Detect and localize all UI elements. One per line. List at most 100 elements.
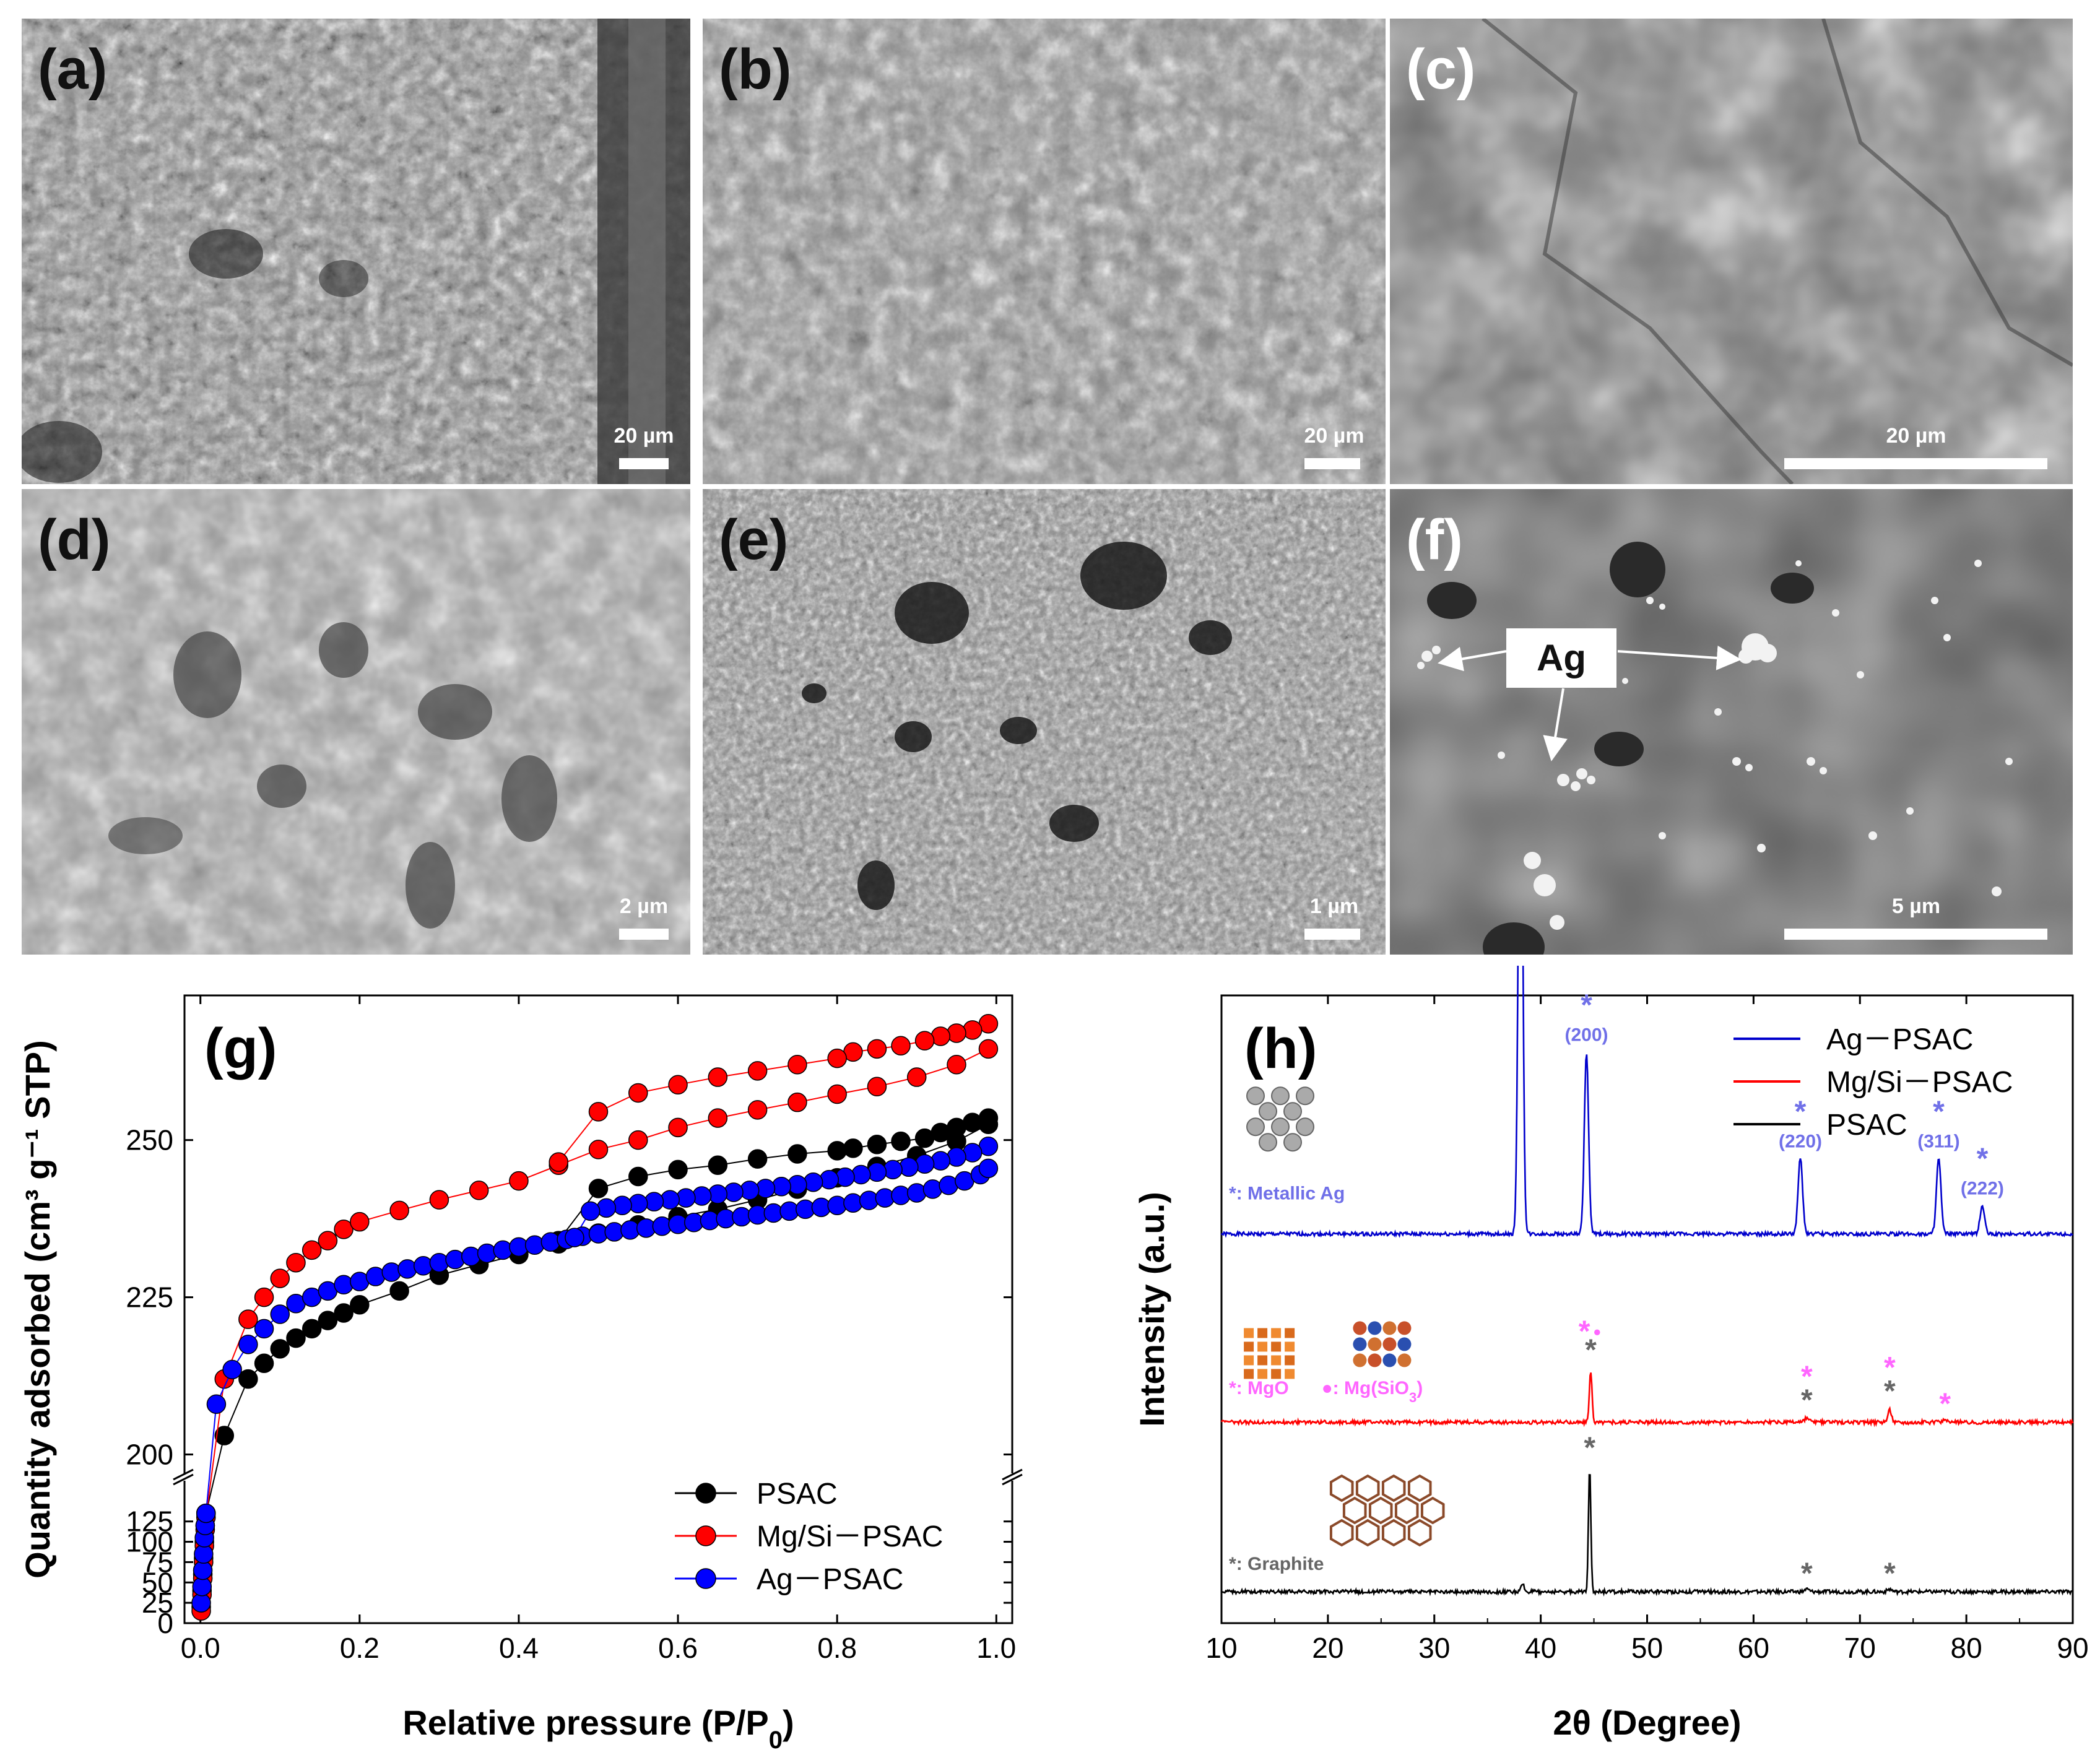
scale-text-d: 2 µm bbox=[619, 895, 669, 918]
data-point bbox=[788, 1144, 807, 1164]
data-point bbox=[469, 1181, 489, 1200]
peak-star: * bbox=[1795, 1096, 1807, 1129]
data-point bbox=[445, 1249, 465, 1270]
x-tick-label: 1.0 bbox=[976, 1632, 1016, 1664]
mgo-note: *: MgO bbox=[1229, 1378, 1289, 1398]
data-point bbox=[389, 1200, 409, 1221]
data-point bbox=[906, 1067, 927, 1087]
mgsio3-atom bbox=[1353, 1353, 1367, 1367]
data-point bbox=[461, 1246, 481, 1267]
ag-atom bbox=[1271, 1086, 1290, 1106]
x-tick-label: 0.6 bbox=[658, 1632, 698, 1664]
data-point bbox=[628, 1083, 648, 1103]
data-point bbox=[214, 1426, 235, 1445]
data-point bbox=[413, 1256, 433, 1276]
x-tick-label: 20 bbox=[1312, 1632, 1343, 1664]
legend-label: Ag－PSAC bbox=[757, 1563, 903, 1596]
peak-star: * bbox=[1977, 1143, 1989, 1176]
data-point bbox=[196, 1503, 216, 1523]
legend-marker bbox=[695, 1483, 716, 1504]
scale-bar-c bbox=[1784, 458, 2047, 469]
data-point bbox=[270, 1339, 290, 1359]
data-point bbox=[222, 1359, 242, 1380]
data-point bbox=[827, 1141, 847, 1161]
sem-texture bbox=[1390, 19, 2073, 484]
data-point bbox=[238, 1309, 258, 1329]
data-point bbox=[596, 1198, 617, 1218]
data-point bbox=[931, 1151, 951, 1171]
ag-annotation-box: Ag bbox=[1506, 628, 1616, 688]
graphite-ring bbox=[1342, 1496, 1367, 1525]
sem-panel-e: (e) 1 µm bbox=[703, 489, 1386, 955]
data-point bbox=[588, 1140, 609, 1159]
graphite-star: * bbox=[1884, 1375, 1896, 1408]
data-point bbox=[429, 1190, 449, 1210]
graphite-star: * bbox=[1801, 1384, 1813, 1416]
data-point bbox=[254, 1287, 274, 1307]
data-point bbox=[747, 1061, 768, 1081]
panel-label-h: (h) bbox=[1244, 1017, 1317, 1080]
data-point bbox=[747, 1100, 768, 1120]
data-point bbox=[270, 1304, 290, 1324]
mgsio3-atom bbox=[1353, 1321, 1367, 1335]
x-tick-label: 0.8 bbox=[817, 1632, 857, 1664]
graphite-star: * bbox=[1584, 1432, 1595, 1465]
mgo-cell bbox=[1244, 1341, 1254, 1352]
ag-particles bbox=[1417, 560, 2013, 930]
data-point bbox=[238, 1335, 258, 1354]
ag-atom bbox=[1283, 1133, 1302, 1152]
scale-bar-b bbox=[1304, 458, 1360, 469]
axis-break-mark bbox=[173, 1473, 194, 1486]
mgo-cell bbox=[1285, 1328, 1295, 1338]
data-point bbox=[318, 1231, 338, 1250]
x-tick-label: 10 bbox=[1205, 1632, 1237, 1664]
data-point bbox=[254, 1319, 274, 1339]
legend-label: PSAC bbox=[1826, 1109, 1907, 1142]
data-point bbox=[429, 1252, 449, 1273]
axis-break-mark bbox=[1002, 1473, 1023, 1486]
y-tick-label: 200 bbox=[126, 1439, 173, 1471]
x-tick-label: 50 bbox=[1631, 1632, 1663, 1664]
legend-label: PSAC bbox=[757, 1478, 838, 1510]
data-point bbox=[493, 1240, 513, 1260]
ag-crystal-icon bbox=[1246, 1086, 1314, 1152]
xrd-trace bbox=[1221, 1474, 2073, 1597]
scale-bar-f bbox=[1784, 929, 2047, 940]
mgsio3-atom bbox=[1397, 1337, 1412, 1351]
scale-text-a: 20 µm bbox=[614, 424, 674, 448]
mgo-cell bbox=[1257, 1369, 1268, 1379]
sem-panel-f: (f) Ag 5 µm bbox=[1390, 489, 2073, 955]
graphite-ring bbox=[1407, 1474, 1432, 1502]
data-point bbox=[524, 1235, 545, 1255]
x-tick-label: 30 bbox=[1418, 1632, 1450, 1664]
data-point bbox=[628, 1166, 648, 1187]
scale-bar-a bbox=[619, 458, 669, 469]
graphite-ring bbox=[1381, 1519, 1406, 1547]
peak-star: * bbox=[1581, 989, 1592, 1021]
data-point bbox=[906, 1183, 927, 1203]
mgsio3-atom bbox=[1397, 1353, 1412, 1367]
graphite-ring bbox=[1355, 1519, 1380, 1547]
graphite-ring bbox=[1355, 1474, 1380, 1502]
data-point bbox=[668, 1117, 688, 1138]
scale-text-f: 5 µm bbox=[1891, 895, 1941, 918]
y-tick-label: 225 bbox=[126, 1281, 173, 1314]
scale-text-b: 20 µm bbox=[1304, 424, 1365, 448]
chart-g-frame bbox=[183, 994, 1013, 1624]
x-tick-label: 0.4 bbox=[499, 1632, 539, 1664]
data-point bbox=[708, 1108, 728, 1128]
ag-atom bbox=[1246, 1086, 1265, 1106]
ag-atom bbox=[1296, 1117, 1314, 1137]
data-point bbox=[668, 1159, 688, 1180]
data-point bbox=[389, 1281, 409, 1301]
data-point bbox=[867, 1134, 887, 1155]
graphite-ring bbox=[1329, 1474, 1354, 1502]
data-point bbox=[350, 1295, 370, 1315]
peak-hkl-label: (200) bbox=[1565, 1025, 1608, 1045]
x-tick-label: 40 bbox=[1525, 1632, 1556, 1664]
mgsio3-atom bbox=[1368, 1321, 1382, 1335]
mgo-cell bbox=[1271, 1328, 1282, 1338]
charts-area: 0.0 0.2 0.4 0.6 0.8 1.02002252500255075100125… bbox=[18, 966, 2089, 1752]
data-point bbox=[827, 1084, 847, 1104]
graphite-ring bbox=[1394, 1496, 1419, 1525]
